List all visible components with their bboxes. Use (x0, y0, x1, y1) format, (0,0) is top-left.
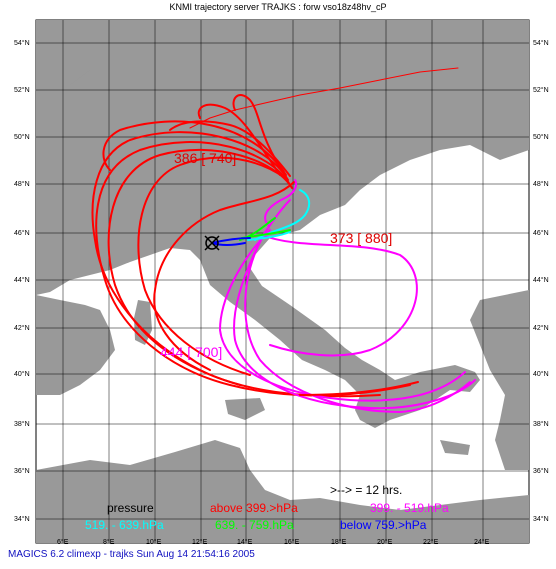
legend-below: below 759.>hPa (340, 518, 427, 532)
lat-label: 46°N (14, 229, 30, 237)
lat-label: 52°N (14, 86, 30, 94)
lat-label: 50°N (14, 133, 30, 141)
trajectory-line (211, 242, 246, 246)
trajectory-line (232, 94, 285, 173)
lat-label-right: 46°N (533, 229, 549, 237)
lat-label: 38°N (14, 420, 30, 428)
lat-label-right: 38°N (533, 420, 549, 428)
lat-label-right: 44°N (533, 276, 549, 284)
lon-label: 18°E (331, 538, 347, 546)
trajectory-line (211, 237, 251, 244)
lat-label-right: 48°N (533, 180, 549, 188)
cluster-label: 386 [ 740] (174, 150, 236, 166)
page-title: KNMI trajectory server TRAJKS : forw vso… (169, 2, 387, 12)
lat-label: 40°N (14, 370, 30, 378)
lat-label-right: 42°N (533, 324, 549, 332)
trajectory-line (264, 179, 298, 226)
lon-label: 6°E (57, 538, 69, 546)
lat-label: 34°N (14, 515, 30, 523)
trajectory-line (189, 67, 459, 129)
lat-label-right: 36°N (533, 467, 549, 475)
lat-label: 54°N (14, 39, 30, 47)
legend-above: above 399.>hPa (210, 501, 298, 515)
longitude-labels: 6°E 8°E 10°E 12°E 14°E 16°E 18°E 20°E 22… (57, 538, 490, 546)
lat-label: 48°N (14, 180, 30, 188)
trajectory-line (261, 234, 418, 357)
trajectory-line (91, 131, 381, 398)
lat-label: 44°N (14, 276, 30, 284)
lon-label: 8°E (103, 538, 115, 546)
legend: pressure >--> = 12 hrs. above 399.>hPa 3… (85, 483, 449, 532)
lon-label: 20°E (377, 538, 393, 546)
lon-label: 10°E (146, 538, 162, 546)
cluster-label: 373 [ 880] (330, 230, 392, 246)
trajectory-line (299, 381, 419, 396)
legend-heading: pressure (107, 501, 154, 515)
trajectory-line (153, 181, 295, 371)
lon-label: 16°E (284, 538, 300, 546)
lat-label-right: 52°N (533, 86, 549, 94)
legend-mid-high: 399. - 519.hPa (370, 501, 449, 515)
lat-label: 42°N (14, 324, 30, 332)
legend-mid-low: 519. - 639.hPa (85, 518, 164, 532)
legend-low-mid: 639. - 759.hPa (215, 518, 294, 532)
lon-label: 14°E (237, 538, 253, 546)
lon-label: 12°E (192, 538, 208, 546)
start-marker (204, 235, 220, 251)
legend-arrow-note: >--> = 12 hrs. (330, 483, 402, 497)
trajectory-line (107, 148, 293, 386)
trajectory-line (197, 103, 281, 176)
trajectory-line (244, 237, 471, 413)
trajectory-line (137, 156, 286, 376)
lat-label-right: 50°N (533, 133, 549, 141)
trajectory-line (247, 231, 291, 241)
footer-credit: MAGICS 6.2 climexp - trajks Sun Aug 14 2… (8, 549, 255, 560)
trajectory-line (102, 120, 287, 176)
lon-label: 24°E (474, 538, 490, 546)
lat-label-right: 54°N (533, 39, 549, 47)
lat-label-right: 34°N (533, 515, 549, 523)
trajectories (91, 67, 476, 413)
lon-label: 22°E (423, 538, 439, 546)
lat-label-right: 40°N (533, 370, 549, 378)
lat-label: 36°N (14, 467, 30, 475)
latitude-labels: 54°N 52°N 50°N 48°N 46°N 44°N 42°N 40°N … (14, 39, 549, 523)
trajectory-line (233, 231, 476, 410)
cluster-label: 444 [ 700] (160, 344, 222, 360)
